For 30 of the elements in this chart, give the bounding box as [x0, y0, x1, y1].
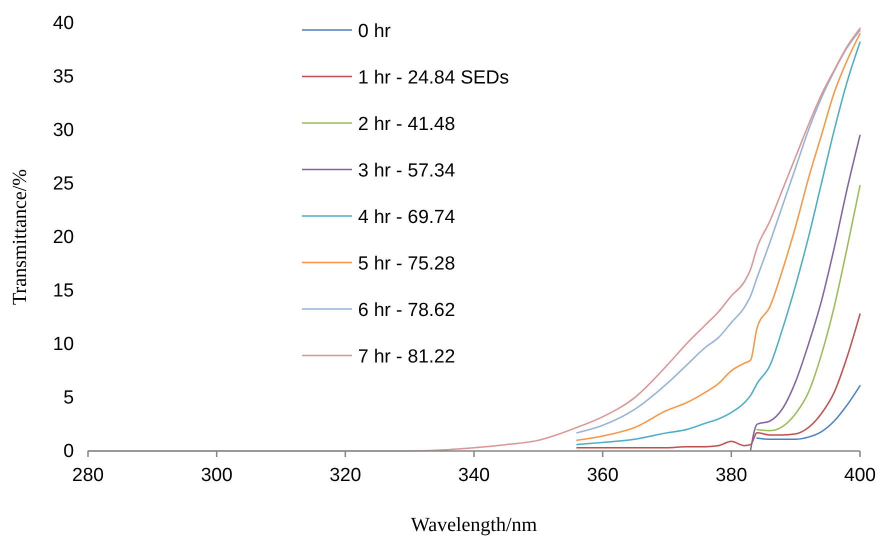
- x-tick-label: 400: [844, 465, 876, 486]
- y-tick-label: 20: [52, 227, 74, 248]
- x-axis-title: Wavelength/nm: [410, 514, 538, 536]
- x-tick-label: 300: [200, 465, 233, 486]
- y-tick-label: 5: [63, 388, 74, 408]
- x-tick-label: 340: [458, 465, 490, 486]
- legend-label: 3 hr - 57.34: [358, 160, 456, 182]
- line-series: [750, 134, 861, 451]
- y-tick-label: 10: [52, 334, 74, 355]
- y-tick-label: 15: [52, 280, 74, 302]
- legend-label: 4 hr - 69.74: [358, 207, 456, 228]
- y-tick-label: 0: [63, 441, 74, 462]
- x-tick-label: 360: [586, 465, 619, 486]
- y-axis-title: Transmittance/%: [9, 169, 31, 305]
- x-tick-label: 320: [329, 465, 362, 486]
- line-series: [576, 313, 861, 449]
- y-tick-label: 30: [52, 120, 74, 141]
- line-series: [756, 384, 861, 440]
- y-tick-label: 35: [52, 66, 74, 88]
- legend-label: 0 hr: [358, 21, 392, 42]
- y-tick-label: 40: [52, 13, 74, 34]
- legend-label: 7 hr - 81.22: [358, 346, 456, 368]
- x-tick-label: 280: [72, 465, 104, 486]
- legend-label: 5 hr - 75.28: [358, 254, 456, 274]
- y-tick-label: 25: [52, 174, 74, 194]
- legend-label: 1 hr - 24.84 SEDs: [358, 68, 510, 88]
- legend-label: 6 hr - 78.62: [358, 300, 456, 321]
- x-tick-label: 380: [715, 465, 748, 486]
- line-series: [756, 184, 861, 432]
- legend-label: 2 hr - 41.48: [358, 114, 456, 135]
